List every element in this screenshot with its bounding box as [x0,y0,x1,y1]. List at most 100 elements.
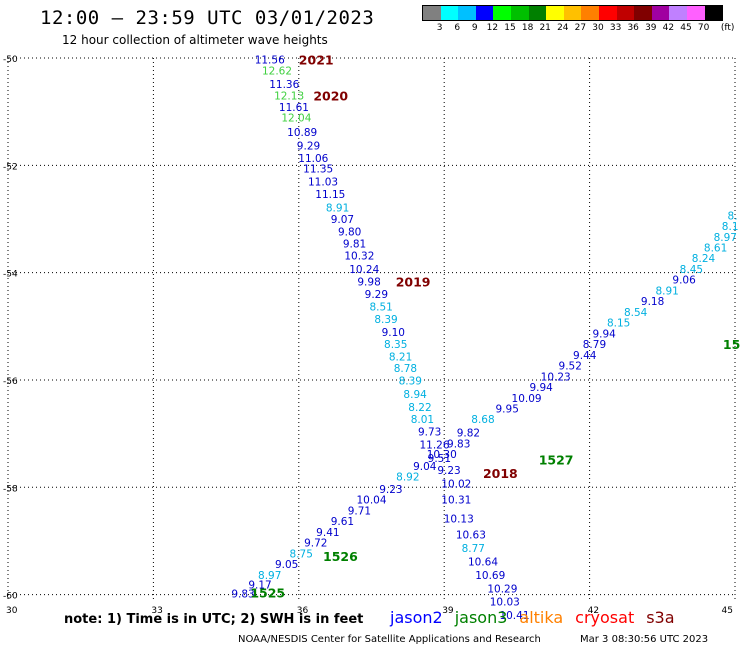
pass-time-label: 1526 [323,549,358,564]
legend-tick-label: 45 [680,23,692,33]
legend-tick-label: 21 [539,23,551,33]
wave-height-label: 8.92 [396,472,419,484]
wave-height-label: 12.62 [262,65,292,77]
lon-tick-label: 36 [297,606,309,616]
wave-height-label: 10.63 [456,530,486,542]
wave-height-label: 8.77 [462,543,485,555]
satellite-s3a: s3a [646,608,675,627]
wave-height-label: 8.97 [714,232,737,244]
wave-height-label: 9.05 [275,559,298,571]
wave-height-label: 8.94 [403,389,427,401]
lon-tick-label: 45 [722,606,733,616]
wave-height-label: 9.94 [592,328,616,340]
wave-height-label: 11.61 [279,102,309,114]
legend-tick-label: 36 [627,23,639,33]
pass-time-label: 15 [723,337,740,352]
legend-tick-label: 15 [504,23,516,33]
wave-height-label: 8.24 [692,253,716,265]
wave-height-label: 9.72 [304,538,327,550]
wave-height-label: 9.71 [348,505,371,517]
wave-height-label: 9.04 [413,461,437,473]
legend-swatch [581,6,599,20]
legend-swatch [528,6,547,20]
map-title: 12:00 — 23:59 UTC 03/01/2023 [40,7,375,29]
wave-height-label: 8.01 [411,414,434,426]
wave-height-label: 8.97 [258,570,281,582]
lon-tick-label: 30 [6,606,18,616]
wave-height-label: 9.83 [447,438,470,450]
wave-height-label: 10.30 [427,449,457,461]
wave-height-label: 10.32 [344,251,374,263]
wave-height-label: 9.06 [672,275,696,287]
lon-tick-label: 42 [588,606,599,616]
wave-height-label: 10.89 [287,127,317,139]
legend-swatch [475,6,494,20]
wave-height-label: 9.18 [641,296,664,308]
wave-height-label: 11.35 [303,164,333,176]
wave-height-label: 8.51 [369,302,392,314]
wave-height-label: 10.02 [441,479,471,491]
satellite-jason3: jason3 [454,608,508,627]
wave-height-label: 9.83 [231,589,254,601]
legend-swatch [634,6,652,20]
generated-timestamp: Mar 3 08:30:56 UTC 2023 [580,634,709,645]
wave-height-label: 9.52 [559,361,582,373]
wave-height-label: 9.29 [297,141,320,153]
wave-height-label: 8.75 [290,548,313,560]
lat-tick-label: -58 [3,484,18,494]
wave-height-label: 10.09 [512,393,542,405]
legend-swatch [546,6,564,20]
legend-swatch [598,6,617,20]
wave-height-label: 10.64 [468,556,498,568]
pass-time-label: 2020 [313,89,348,104]
legend-unit: (ft) [720,23,735,33]
wave-height-label: 8.39 [374,314,397,326]
wave-height-label: 8.1 [722,221,739,233]
legend-swatch [651,6,670,20]
wave-height-label: 8.22 [408,402,431,414]
wave-height-label: 9.41 [316,527,339,539]
legend-tick-label: 9 [471,23,478,33]
legend-tick-label: 12 [486,23,499,33]
legend-color-bar [422,5,724,21]
pass-time-label: 2019 [396,274,431,289]
wave-height-label: 8.91 [326,202,349,214]
wave-height-label: 8.79 [583,339,606,351]
legend-swatch [704,6,723,20]
lat-tick-label: -56 [3,377,18,387]
wave-height-label: 11.26 [419,439,449,451]
map-subtitle: 12 hour collection of altimeter wave hei… [62,33,328,47]
legend-tick-label: 30 [592,23,604,33]
legend-swatch [686,6,705,20]
satellite-jason2: jason2 [390,608,443,627]
wave-height-label: 8.39 [399,376,422,388]
legend-tick-label: 39 [645,23,657,33]
wave-height-label: 9.61 [331,516,354,528]
wave-height-label: 10.29 [487,583,517,595]
lat-tick-label: -54 [3,270,18,280]
wave-height-label: 11.03 [308,176,338,188]
pass-time-label: 1527 [539,452,574,467]
wave-height-label: 9.23 [437,465,460,477]
wave-height-label: 11.56 [255,55,285,67]
legend-swatch [563,6,582,20]
legend-swatch [669,6,687,20]
wave-height-label: 11.15 [315,189,345,201]
credit-text: NOAA/NESDIS Center for Satellite Applica… [238,634,541,645]
wave-height-label: 9.95 [496,403,519,415]
lon-tick-label: 39 [442,606,454,616]
wave-height-label: 10.03 [490,597,520,609]
wave-height-label: 8.15 [607,318,630,330]
legend-tick-label: 33 [609,23,622,33]
wave-height-label: 10.24 [349,264,379,276]
lat-tick-label: -52 [3,162,18,172]
pass-time-label: 1525 [250,586,285,601]
wave-height-label: 10.04 [356,495,386,507]
wave-height-label: 9.98 [357,276,380,288]
wave-height-label: 9.82 [457,428,480,440]
legend-swatch [458,6,476,20]
legend-tick-label: 42 [662,23,675,33]
wave-height-label: 8.61 [704,243,727,255]
wave-height-label: 9.81 [343,239,366,251]
